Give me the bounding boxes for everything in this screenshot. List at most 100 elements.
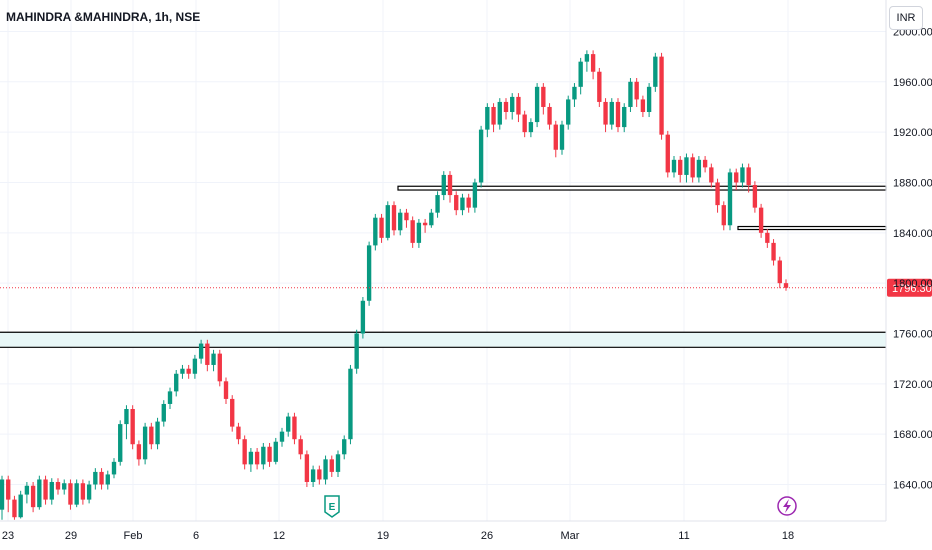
y-tick-label: 1880.00 xyxy=(893,177,932,189)
time-axis[interactable]: 23 29 Feb 6 12 19 26 Mar 11 18 xyxy=(2,530,794,542)
candle xyxy=(105,470,110,490)
chart-title: MAHINDRA &MAHINDRA, 1h, NSE xyxy=(6,10,200,24)
candle xyxy=(429,208,434,228)
candle xyxy=(304,450,310,488)
candle xyxy=(590,50,596,80)
candle xyxy=(771,239,776,266)
y-tick-label: 1960.00 xyxy=(893,77,932,89)
candle xyxy=(690,153,695,183)
lightning-icon[interactable] xyxy=(777,496,797,516)
candle xyxy=(640,95,646,118)
candle xyxy=(236,422,241,445)
candle xyxy=(174,369,179,397)
candle xyxy=(398,208,403,236)
x-tick-label: 6 xyxy=(193,530,199,542)
candle xyxy=(497,98,502,130)
candle xyxy=(80,479,86,505)
candle xyxy=(783,279,789,291)
candle xyxy=(721,201,726,231)
candle xyxy=(671,156,677,178)
y-tick-label: 1840.00 xyxy=(893,228,932,240)
currency-button[interactable]: INR xyxy=(889,6,923,30)
candle xyxy=(727,168,733,231)
candle xyxy=(578,57,583,95)
candle xyxy=(317,465,322,485)
candle xyxy=(622,103,627,133)
candle xyxy=(572,83,577,107)
x-tick-label: 29 xyxy=(65,530,77,542)
candle xyxy=(566,95,571,130)
candle xyxy=(758,203,764,238)
candle xyxy=(43,475,48,505)
last-price-line: 1796.30 xyxy=(0,278,932,297)
candle xyxy=(547,103,552,130)
candle xyxy=(665,130,670,178)
earnings-icon[interactable]: E xyxy=(324,495,340,518)
price-axis[interactable]: 2000.001960.001920.001880.001840.001800.… xyxy=(893,26,932,491)
candle xyxy=(684,153,689,183)
candle xyxy=(528,118,534,138)
resistance-zone-box[interactable] xyxy=(397,185,887,191)
candle xyxy=(205,339,210,372)
candle xyxy=(74,479,79,508)
candle xyxy=(478,125,484,188)
candle xyxy=(348,364,353,445)
candle xyxy=(416,218,422,248)
candle xyxy=(491,103,496,133)
candle xyxy=(366,241,372,306)
candle xyxy=(503,98,509,120)
grid xyxy=(0,0,886,521)
x-tick-label: 18 xyxy=(782,530,794,542)
candle xyxy=(653,52,658,92)
candle xyxy=(410,216,415,248)
candle xyxy=(584,50,590,72)
support-zone-band[interactable] xyxy=(0,332,886,348)
candle xyxy=(485,103,490,138)
candle xyxy=(323,455,328,485)
candle xyxy=(62,479,67,495)
candle xyxy=(553,120,558,158)
candle xyxy=(279,427,285,447)
candle xyxy=(435,191,440,218)
candle xyxy=(466,193,471,213)
last-price-label: 1796.30 xyxy=(892,283,932,295)
y-tick-label: 1680.00 xyxy=(893,429,932,441)
candle xyxy=(167,387,173,409)
candle xyxy=(230,395,235,432)
candle xyxy=(180,364,185,379)
candle xyxy=(678,156,683,183)
candle xyxy=(310,465,316,488)
candle xyxy=(447,171,453,203)
candle xyxy=(404,208,409,228)
candle xyxy=(55,478,61,495)
candle xyxy=(217,349,222,387)
candle xyxy=(609,98,614,130)
x-tick-label: 26 xyxy=(481,530,493,542)
candle xyxy=(286,412,291,437)
candle xyxy=(261,442,266,470)
candle xyxy=(49,478,54,505)
candle xyxy=(777,256,782,289)
candle xyxy=(541,83,546,115)
candle xyxy=(211,349,216,372)
candle xyxy=(634,78,639,107)
candle xyxy=(0,475,5,520)
candle xyxy=(86,480,92,504)
x-tick-label: Feb xyxy=(124,530,143,542)
candle xyxy=(273,437,278,465)
candle xyxy=(354,329,359,374)
candle xyxy=(118,420,123,466)
candle xyxy=(30,481,36,513)
candle xyxy=(298,435,303,460)
candle xyxy=(522,110,527,138)
candle xyxy=(603,98,608,133)
y-tick-label: 1760.00 xyxy=(893,328,932,340)
candlesticks xyxy=(0,50,789,520)
candle xyxy=(360,296,366,339)
candle xyxy=(510,93,515,120)
candle xyxy=(18,490,23,519)
x-tick-label: 12 xyxy=(273,530,285,542)
candle xyxy=(702,156,708,173)
